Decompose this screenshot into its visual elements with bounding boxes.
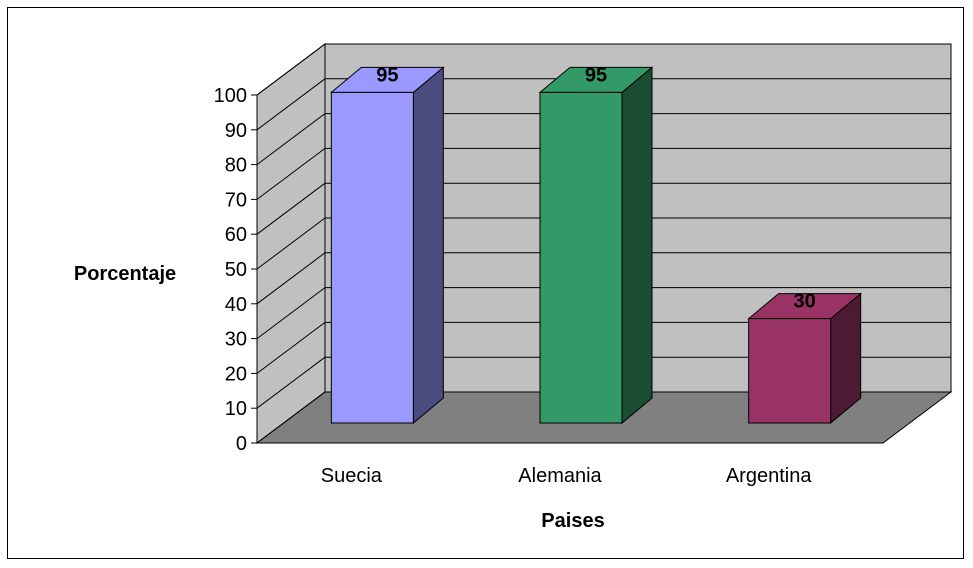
chart-plot: 0 10 20 30 40 50 60 70 80 90 100 95 95 30 Suecia Alem… (74, 43, 953, 532)
y-tick-label: 50 (225, 259, 247, 281)
gridline-side (256, 113, 326, 166)
bar-front (539, 91, 623, 424)
y-tick-label: 0 (236, 433, 247, 455)
gridline-side (256, 356, 326, 409)
bars (329, 66, 863, 425)
gridline-side (256, 147, 326, 200)
y-tick-label: 80 (225, 155, 247, 177)
gridline-side (256, 217, 326, 270)
bar-front (748, 318, 832, 424)
x-axis-title: Paises (541, 510, 604, 532)
gridline-side (256, 43, 326, 96)
data-label: 95 (585, 64, 607, 86)
gridline-side (256, 321, 326, 374)
bar-side (412, 66, 444, 425)
bar-suecia (329, 66, 445, 425)
gridline-side (256, 252, 326, 305)
y-tick-label: 10 (225, 398, 247, 420)
x-tick-label: Argentina (726, 465, 812, 487)
y-tick-label: 90 (225, 120, 247, 142)
y-tick-label: 30 (225, 329, 247, 351)
chart-area: 0 10 20 30 40 50 60 70 80 90 100 95 95 30 Suecia Alem… (7, 7, 964, 559)
data-label: 95 (376, 64, 398, 86)
y-tick-label: 40 (225, 294, 247, 316)
axis-lines (256, 95, 883, 444)
bar-front (330, 91, 414, 424)
gridline-side (256, 287, 326, 340)
y-axis-title: Porcentaje (74, 263, 176, 285)
bar-side (621, 66, 653, 425)
gridline-side (256, 391, 326, 444)
x-tick-label: Alemania (518, 465, 602, 487)
data-label: 30 (794, 291, 816, 313)
y-tick-label: 20 (225, 363, 247, 385)
y-tick-label: 100 (214, 85, 247, 107)
y-tick-label: 70 (225, 189, 247, 211)
x-tick-labels: Suecia Alemania Argentina (321, 465, 813, 487)
y-tick-labels: 0 10 20 30 40 50 60 70 80 90 100 (214, 85, 247, 455)
data-labels: 95 95 30 (376, 64, 816, 312)
bar-alemania (538, 66, 654, 425)
gridline-side (256, 78, 326, 131)
gridline-side (256, 182, 326, 235)
x-tick-label: Suecia (321, 465, 383, 487)
y-tick-label: 60 (225, 224, 247, 246)
bar-argentina (747, 292, 863, 425)
